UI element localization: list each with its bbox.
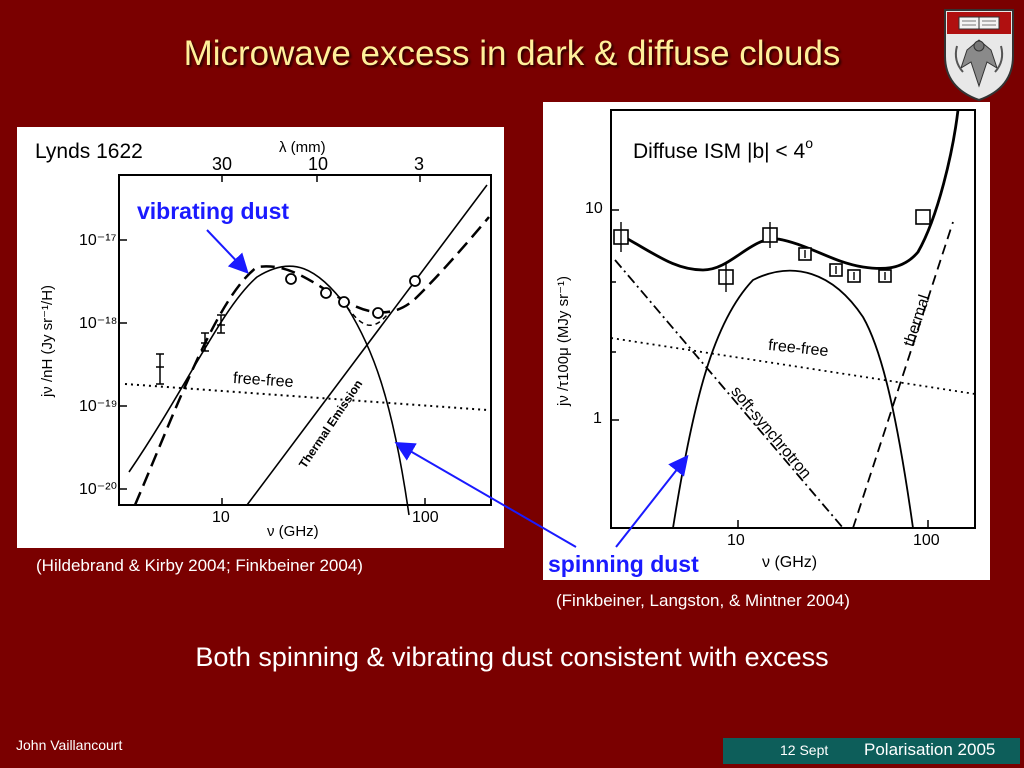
left-figure-panel: Lynds 1622 λ (mm) 30 10 3 10⁻¹⁷ 10⁻¹⁸ 10…: [17, 127, 504, 548]
footer-date: 12 Sept: [780, 742, 829, 758]
vibrating-dust-label: vibrating dust: [137, 198, 290, 224]
slide-title: Microwave excess in dark & diffuse cloud…: [183, 34, 841, 73]
bottom-statement: Both spinning & vibrating dust consisten…: [195, 642, 829, 672]
author-name: John Vaillancourt: [16, 737, 123, 753]
right-figure-panel: Diffuse ISM |b| < 4o 10 1 jν /τ100μ (MJy…: [543, 102, 990, 580]
left-caption: (Hildebrand & Kirby 2004; Finkbeiner 200…: [36, 556, 363, 575]
left-figure-plot: [118, 174, 492, 516]
spinning-dust-label: spinning dust: [548, 551, 699, 577]
footer-banner: [723, 738, 1020, 764]
footer-conference: Polarisation 2005: [864, 740, 996, 759]
right-caption: (Finkbeiner, Langston, & Mintner 2004): [556, 591, 850, 610]
right-figure-plot: [610, 109, 976, 529]
university-crest-icon: [944, 9, 1014, 102]
